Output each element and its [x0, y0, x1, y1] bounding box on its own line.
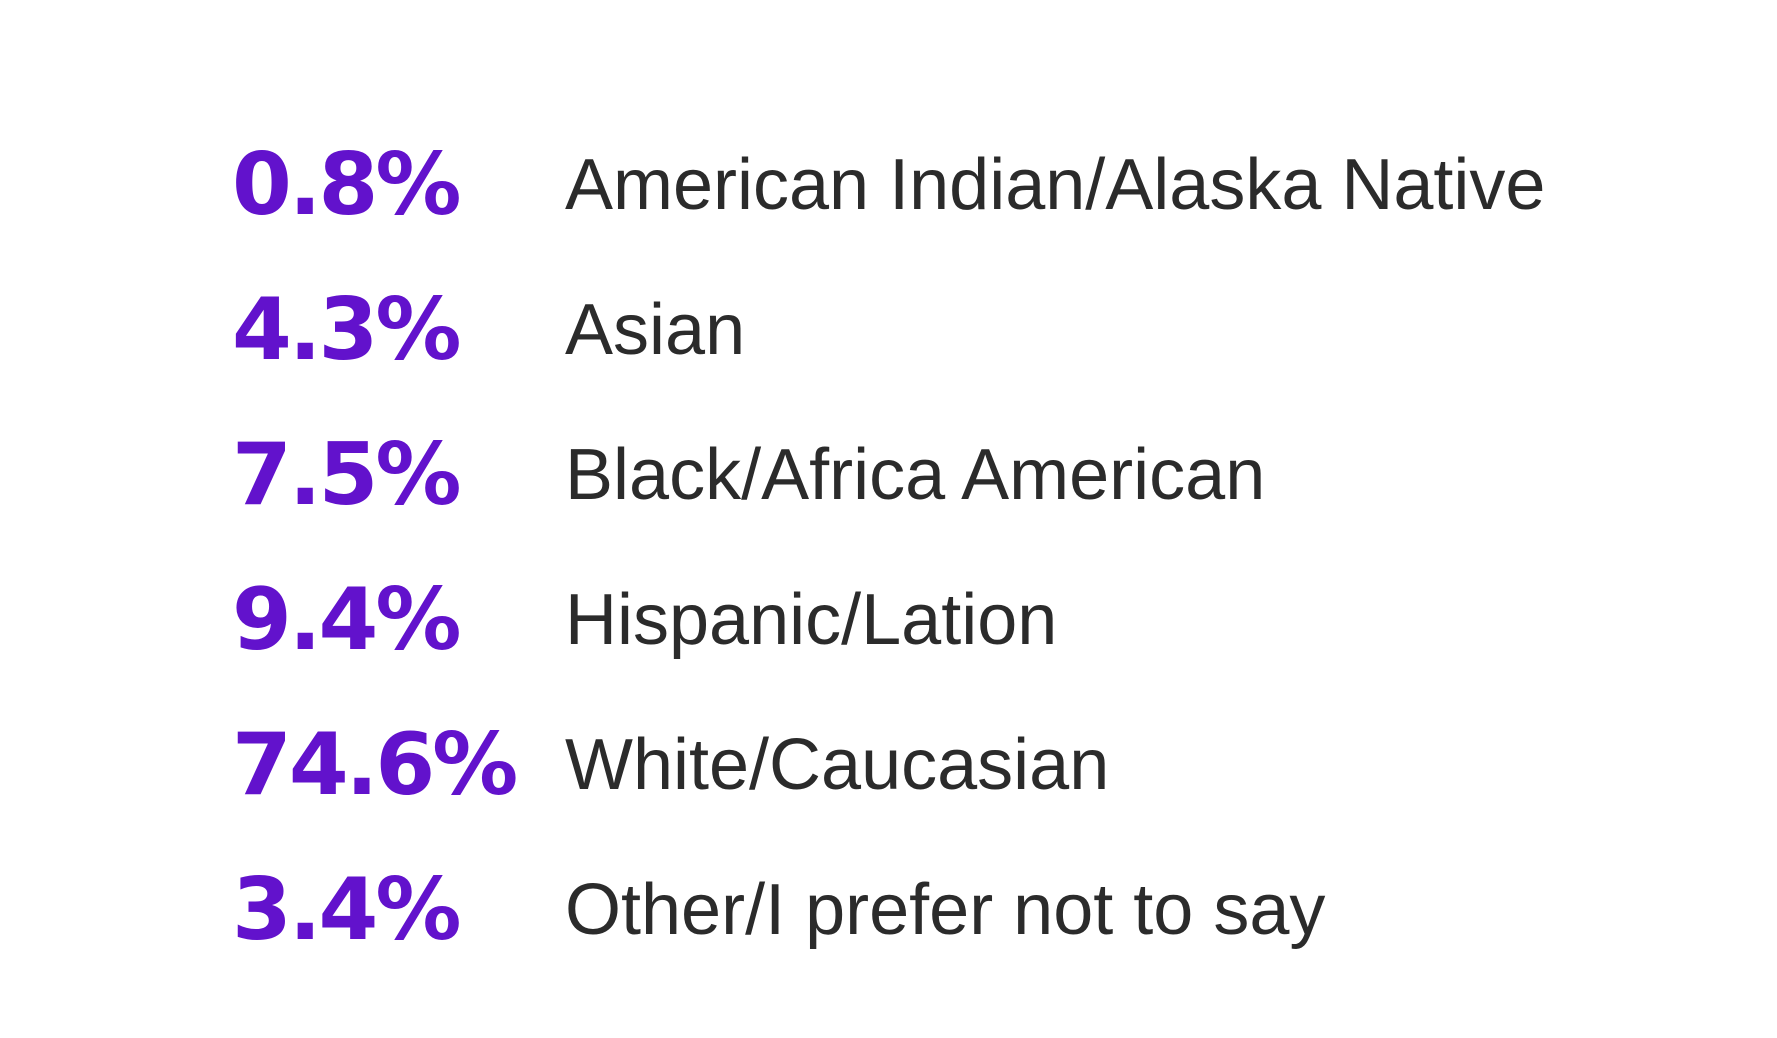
stat-label: Asian	[565, 289, 746, 370]
stat-row-asian: 4.3% Asian	[232, 257, 1632, 402]
stat-value: 3.4%	[232, 859, 462, 960]
stat-label: Other/I prefer not to say	[565, 869, 1326, 950]
stat-value: 0.8%	[232, 134, 462, 235]
stat-row-american-indian-alaska-native: 0.8% American Indian/Alaska Native	[232, 112, 1632, 257]
stats-list: 0.8% American Indian/Alaska Native 4.3% …	[232, 112, 1632, 982]
stat-row-hispanic-lation: 9.4% Hispanic/Lation	[232, 547, 1632, 692]
stat-value: 7.5%	[232, 424, 462, 525]
stat-label: Hispanic/Lation	[565, 579, 1058, 660]
stat-value: 74.6%	[232, 714, 518, 815]
stat-row-black-africa-american: 7.5% Black/Africa American	[232, 402, 1632, 547]
stat-row-other-prefer-not-to-say: 3.4% Other/I prefer not to say	[232, 837, 1632, 982]
stat-label: White/Caucasian	[565, 724, 1110, 805]
stat-value: 9.4%	[232, 569, 462, 670]
stat-value: 4.3%	[232, 279, 462, 380]
stat-row-white-caucasian: 74.6% White/Caucasian	[232, 692, 1632, 837]
stat-label: American Indian/Alaska Native	[565, 144, 1546, 225]
stat-label: Black/Africa American	[565, 434, 1266, 515]
